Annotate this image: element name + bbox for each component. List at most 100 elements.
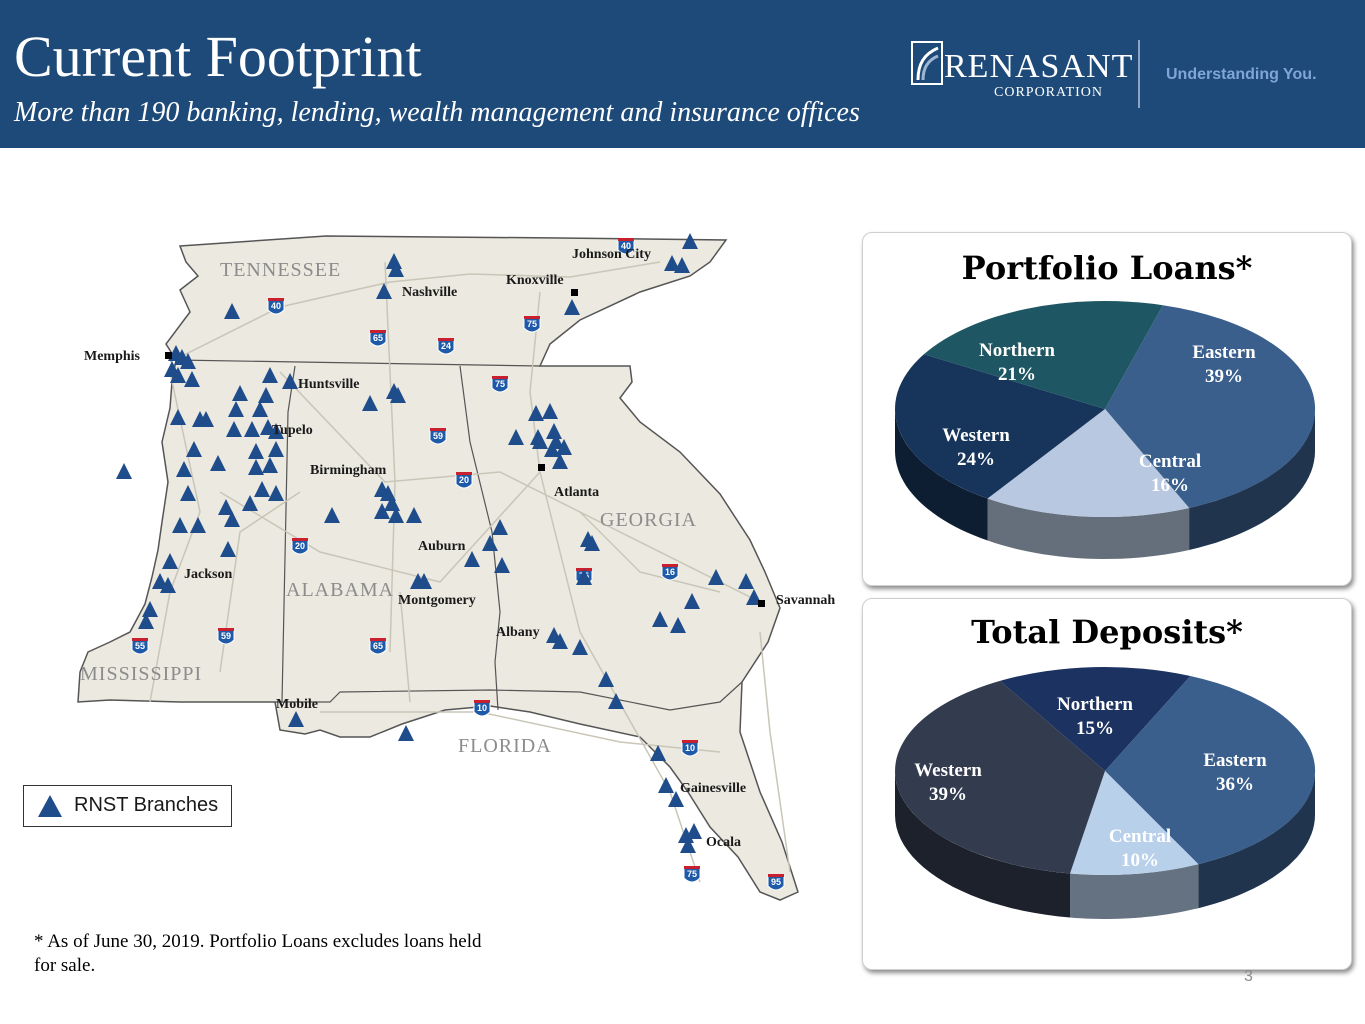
pie-label-eastern: Eastern 36% bbox=[1203, 750, 1267, 795]
pie-label-central: Central 16% bbox=[1138, 451, 1202, 496]
city-dot-atlanta bbox=[538, 464, 545, 471]
branch-marker bbox=[546, 423, 562, 439]
pie-slice-northern bbox=[1000, 666, 1191, 771]
company-logo: RENASANT CORPORATION bbox=[910, 40, 1132, 100]
city-label-johnson-city: Johnson City bbox=[572, 247, 651, 262]
branch-marker bbox=[376, 283, 392, 299]
interstate-shield: 95 bbox=[767, 874, 785, 891]
branch-marker bbox=[226, 421, 242, 437]
interstate-shield: 10 bbox=[473, 700, 491, 717]
footprint-map: TENNESSEE MISSISSIPPI ALABAMA GEORGIA FL… bbox=[77, 233, 835, 901]
city-label-auburn: Auburn bbox=[418, 539, 466, 554]
svg-text:59: 59 bbox=[433, 431, 443, 441]
logo-divider bbox=[1138, 40, 1140, 108]
branch-marker bbox=[116, 463, 132, 479]
page-title: Current Footprint bbox=[14, 24, 422, 89]
interstate-shield: 40 bbox=[267, 298, 285, 315]
branch-marker bbox=[224, 303, 240, 319]
svg-text:95: 95 bbox=[771, 877, 781, 887]
branch-marker bbox=[228, 401, 244, 417]
logo-corporation: CORPORATION bbox=[994, 85, 1104, 100]
branch-marker bbox=[190, 517, 206, 533]
branch-marker bbox=[324, 507, 340, 523]
branch-marker bbox=[268, 423, 284, 439]
branch-marker bbox=[542, 403, 558, 419]
branch-marker bbox=[652, 611, 668, 627]
branch-marker bbox=[198, 411, 214, 427]
branch-marker bbox=[528, 405, 544, 421]
pie-label-western: Western 39% bbox=[914, 760, 982, 805]
branch-marker bbox=[244, 421, 260, 437]
city-label-mobile: Mobile bbox=[276, 697, 318, 712]
pie-slice-western bbox=[895, 680, 1105, 874]
branch-marker bbox=[232, 385, 248, 401]
interstate-shield: 65 bbox=[369, 638, 387, 655]
branch-marker bbox=[576, 569, 592, 585]
state-label-georgia: GEORGIA bbox=[600, 509, 697, 531]
branch-marker bbox=[282, 373, 298, 389]
branch-marker bbox=[464, 551, 480, 567]
branch-marker bbox=[288, 711, 304, 727]
branch-marker bbox=[160, 577, 176, 593]
city-label-atlanta: Atlanta bbox=[554, 485, 599, 500]
branch-marker bbox=[532, 433, 548, 449]
branch-marker bbox=[416, 573, 432, 589]
pie-slice-side-eastern bbox=[1198, 771, 1315, 909]
city-label-savannah: Savannah bbox=[776, 593, 835, 608]
branch-marker bbox=[162, 553, 178, 569]
city-label-tupelo: Tupelo bbox=[272, 423, 313, 438]
city-dot-memphis bbox=[165, 352, 172, 359]
branch-marker bbox=[686, 823, 702, 839]
branch-marker bbox=[682, 233, 698, 249]
interstate-shield: 65 bbox=[369, 330, 387, 347]
branch-marker bbox=[254, 481, 270, 497]
interstate-shield: 40 bbox=[617, 238, 635, 255]
branch-marker bbox=[262, 457, 278, 473]
footnote: * As of June 30, 2019. Portfolio Loans e… bbox=[34, 931, 482, 976]
branch-marker bbox=[664, 255, 680, 271]
city-label-albany: Albany bbox=[496, 625, 540, 640]
pie-slice-western bbox=[895, 354, 1105, 499]
interstate-shield: 75 bbox=[683, 866, 701, 883]
city-label-birmingham: Birmingham bbox=[310, 463, 387, 478]
branch-marker bbox=[268, 441, 284, 457]
branch-marker bbox=[544, 441, 560, 457]
branch-marker bbox=[210, 455, 226, 471]
city-label-gainesville: Gainesville bbox=[680, 781, 746, 796]
state-label-tennessee: TENNESSEE bbox=[220, 259, 341, 281]
branch-marker bbox=[180, 485, 196, 501]
branch-marker bbox=[258, 387, 274, 403]
pie-slice-side-western bbox=[895, 771, 1070, 918]
pie-label-northern: Northern 15% bbox=[1057, 694, 1133, 739]
city-dot-savannah bbox=[758, 600, 765, 607]
interstate-shield: 24 bbox=[437, 338, 455, 355]
page-number: 3 bbox=[1244, 968, 1253, 985]
branch-marker bbox=[674, 257, 690, 273]
branch-marker bbox=[552, 633, 568, 649]
interstate-shield: 20 bbox=[291, 538, 309, 555]
svg-text:65: 65 bbox=[373, 641, 383, 651]
branch-marker bbox=[224, 511, 240, 527]
state-label-alabama: ALABAMA bbox=[286, 579, 394, 601]
branch-marker bbox=[584, 535, 600, 551]
branch-marker bbox=[608, 693, 624, 709]
pie-label-central: Central 10% bbox=[1108, 826, 1172, 871]
branch-marker bbox=[552, 453, 568, 469]
branch-marker bbox=[708, 569, 724, 585]
svg-text:20: 20 bbox=[295, 541, 305, 551]
branch-marker bbox=[262, 367, 278, 383]
branch-marker bbox=[218, 499, 234, 515]
pie-slice-side-central bbox=[1070, 864, 1199, 919]
svg-text:10: 10 bbox=[685, 743, 695, 753]
total-deposits-pie bbox=[895, 666, 1316, 919]
city-dot-knoxville bbox=[571, 289, 578, 296]
interstate-shield: 10 bbox=[681, 740, 699, 757]
branch-marker bbox=[170, 367, 186, 383]
total-deposits-title: Total Deposits* bbox=[971, 613, 1243, 651]
city-label-knoxville: Knoxville bbox=[506, 273, 564, 288]
portfolio-loans-title: Portfolio Loans* bbox=[961, 249, 1253, 287]
city-label-montgomery: Montgomery bbox=[398, 593, 476, 608]
city-label-ocala: Ocala bbox=[706, 835, 741, 850]
branch-marker bbox=[680, 837, 696, 853]
branch-marker bbox=[406, 507, 422, 523]
